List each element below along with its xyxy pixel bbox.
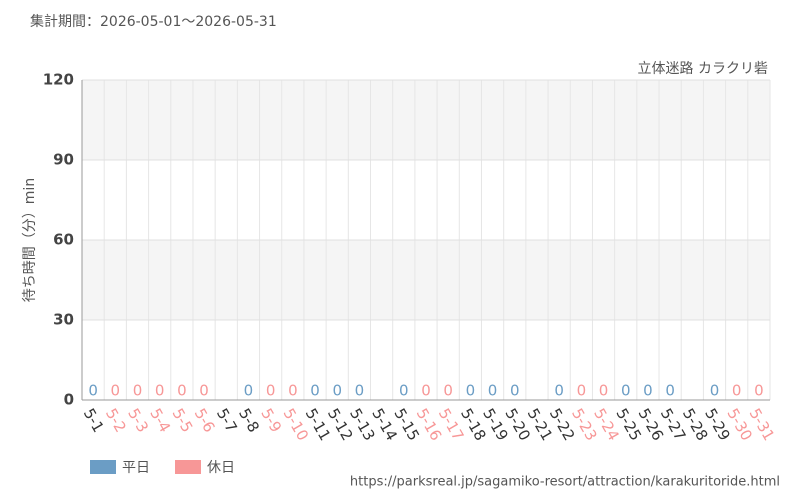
- data-label: 0: [466, 382, 476, 400]
- legend-label: 休日: [207, 460, 235, 476]
- legend-label: 平日: [122, 460, 150, 476]
- legend-swatch: [175, 460, 201, 474]
- data-label: 0: [599, 382, 609, 400]
- data-label: 0: [88, 382, 98, 400]
- data-label: 0: [244, 382, 254, 400]
- chart-title: 集計期間：2026-05-01〜2026-05-31: [30, 13, 277, 30]
- data-label: 0: [355, 382, 365, 400]
- data-label: 0: [421, 382, 431, 400]
- source-url: https://parksreal.jp/sagamiko-resort/att…: [350, 475, 780, 490]
- data-label: 0: [510, 382, 520, 400]
- y-tick-label: 30: [53, 311, 74, 329]
- data-label: 0: [577, 382, 587, 400]
- data-label: 0: [399, 382, 409, 400]
- data-label: 0: [111, 382, 121, 400]
- y-tick-label: 90: [53, 151, 74, 169]
- data-label: 0: [288, 382, 298, 400]
- grid-band: [82, 240, 770, 320]
- y-tick-label: 120: [43, 71, 74, 89]
- x-tick-label: 5-2: [102, 405, 130, 435]
- data-label: 0: [266, 382, 276, 400]
- data-label: 0: [155, 382, 165, 400]
- data-label: 0: [732, 382, 742, 400]
- data-label: 0: [665, 382, 675, 400]
- legend-swatch: [90, 460, 116, 474]
- data-label: 0: [643, 382, 653, 400]
- x-tick-label: 5-4: [146, 405, 174, 435]
- data-label: 0: [488, 382, 498, 400]
- y-tick-label: 0: [64, 391, 74, 409]
- data-label: 0: [310, 382, 320, 400]
- data-label: 0: [443, 382, 453, 400]
- data-label: 0: [621, 382, 631, 400]
- x-tick-label: 5-7: [213, 405, 241, 435]
- y-tick-label: 60: [53, 231, 74, 249]
- chart-subtitle: 立体迷路 カラクリ砦: [638, 61, 768, 77]
- data-label: 0: [199, 382, 209, 400]
- data-label: 0: [332, 382, 342, 400]
- x-tick-label: 5-3: [124, 405, 152, 435]
- x-tick-label: 5-1: [80, 405, 108, 435]
- data-label: 0: [710, 382, 720, 400]
- data-label: 0: [754, 382, 764, 400]
- data-label: 0: [133, 382, 143, 400]
- grid-band: [82, 80, 770, 160]
- y-axis-label: 待ち時間（分）min: [22, 178, 38, 302]
- x-tick-label: 5-9: [257, 405, 285, 435]
- x-tick-label: 5-5: [169, 405, 197, 435]
- data-label: 0: [554, 382, 564, 400]
- x-tick-label: 5-8: [235, 405, 263, 435]
- x-tick-label: 5-6: [191, 405, 219, 435]
- data-label: 0: [177, 382, 187, 400]
